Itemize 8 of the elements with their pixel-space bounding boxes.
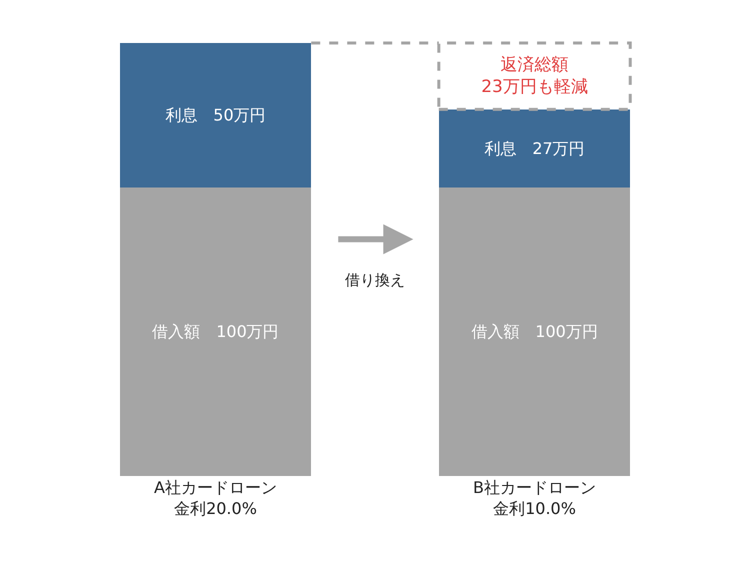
data-label: 借入額 100万円: [152, 322, 279, 342]
annotation: 借り換え: [345, 271, 405, 289]
data-label: 借入額 100万円: [471, 322, 598, 342]
x-tick-label: A社カードローン金利20.0%: [154, 478, 277, 518]
data-label: 返済総額 23万円も軽減: [481, 55, 588, 98]
data-label: 利息 50万円: [165, 106, 266, 125]
x-tick-label: B社カードローン金利10.0%: [473, 478, 596, 518]
data-label: 利息 27万円: [484, 138, 585, 158]
